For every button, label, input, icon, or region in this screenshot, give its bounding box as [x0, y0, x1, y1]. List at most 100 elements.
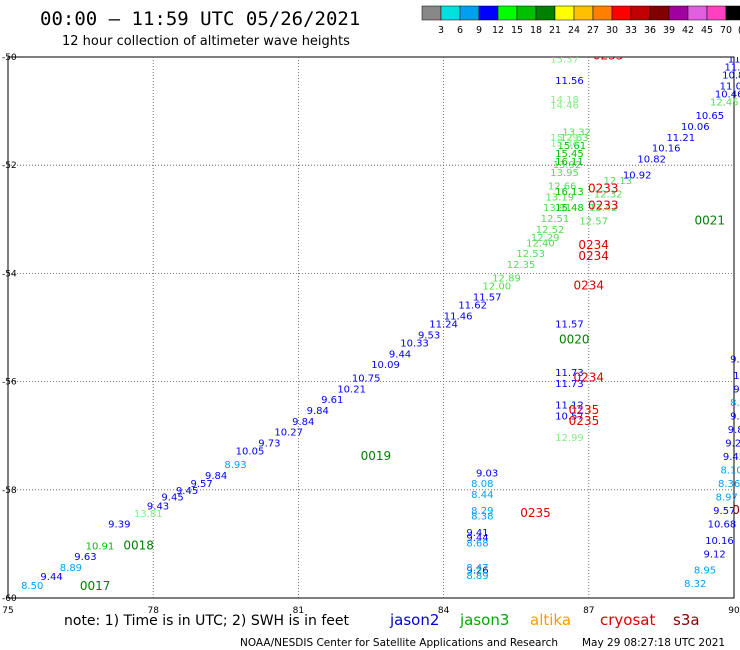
wave-height-label: 11.46 — [444, 311, 473, 322]
wave-height-label: 11.73 — [555, 368, 584, 379]
colorbar-label: 18 — [530, 25, 542, 36]
wave-height-label: 11.62 — [458, 301, 487, 312]
wave-height-label: 12.45 — [710, 98, 739, 109]
wave-height-label: 13.92 — [553, 160, 582, 171]
wave-height-label: 8.44 — [471, 490, 493, 501]
wave-height-label: 8.95 — [694, 566, 716, 577]
wave-height-label: 8.93 — [224, 460, 246, 471]
pass-time-label: 0234 — [574, 279, 605, 293]
colorbar-swatch — [554, 5, 575, 21]
wave-height-label: 13.91 — [543, 203, 572, 214]
colorbar-swatch — [668, 5, 689, 21]
wave-height-label: 13.39 — [550, 38, 579, 49]
wave-height-label: 10.06 — [681, 122, 710, 133]
wave-height-label: 8.36 — [718, 479, 740, 490]
pass-time-label: 0235 — [569, 414, 600, 428]
wave-height-label: 8.50 — [21, 581, 43, 592]
wave-height-label: 12.29 — [531, 233, 560, 244]
plot-frame — [7, 56, 735, 599]
wave-height-label: 10.85 — [722, 71, 740, 82]
pass-time-label: 0234 — [574, 371, 605, 385]
colorbar-swatch — [592, 5, 613, 21]
pass-time-label: 0235 — [569, 403, 600, 417]
wave-height-label: 9.26 — [466, 566, 488, 577]
wave-height-label: 13.32 — [562, 127, 591, 138]
wave-height-label: 12.63 — [560, 133, 589, 144]
wave-height-label: 8.29 — [471, 506, 493, 517]
wave-height-label: 15.29 — [550, 133, 579, 144]
wave-height-label: 8.47 — [466, 563, 488, 574]
colorbar-label: 9 — [476, 25, 482, 36]
colorbar-label: 21 — [549, 25, 561, 36]
wave-height-label: 13.42 — [589, 203, 618, 214]
wave-height-label: 11.56 — [555, 76, 584, 87]
wave-height-label: 9.84 — [292, 417, 314, 428]
wave-height-label: 9.41 — [466, 528, 488, 539]
wave-height-label: 11.73 — [555, 379, 584, 390]
wave-height-label: 10.46 — [715, 90, 740, 101]
footer-note: note: 1) Time is in UTC; 2) SWH is in fe… — [64, 613, 350, 629]
wave-height-label: 13.19 — [545, 192, 574, 203]
wave-height-label: 9.57 — [190, 479, 212, 490]
wave-height-label: 12.32 — [594, 190, 623, 201]
wave-height-label: 10.57 — [555, 411, 584, 422]
pass-time-label: 0017 — [80, 579, 111, 593]
wave-height-label: 16.11 — [555, 157, 584, 168]
satellite-legend: jason2 jason3 altika cryosat s3a — [389, 611, 700, 629]
wave-height-label: 14.46 — [550, 100, 579, 111]
wave-height-label: 9.12 — [704, 549, 726, 560]
wave-height-label: 9.43 — [147, 501, 169, 512]
y-tick-label: -58 — [2, 486, 17, 496]
wave-height-label: 13.81 — [134, 509, 163, 520]
wave-height-label: 9.61 — [321, 395, 343, 406]
wave-height-label: 11.57 — [555, 320, 584, 331]
colorbar-swatch — [478, 5, 499, 21]
wave-height-label: 9.98 — [730, 411, 740, 422]
wave-height-label: 8.38 — [471, 512, 493, 523]
wave-height-label: 8.32 — [684, 579, 706, 590]
y-tick-label: -54 — [2, 269, 17, 279]
wave-height-label: 8.89 — [466, 571, 488, 582]
pass-time-label: 0235 — [520, 506, 551, 520]
wave-height-label: 15.61 — [558, 141, 587, 152]
colorbar-label: 36 — [644, 25, 656, 36]
colorbar-label: 45 — [701, 25, 713, 36]
pass-time-label: 030 — [732, 503, 740, 517]
wave-height-label: 11.8 — [728, 54, 740, 65]
wave-height-label: 13.95 — [550, 168, 579, 179]
wave-height-label: 10.75 — [352, 374, 381, 385]
colorbar-label: 6 — [457, 25, 463, 36]
colorbar-label: 15 — [511, 25, 523, 36]
wave-height-label: 9.57 — [713, 506, 735, 517]
wave-height-label: 9.84 — [205, 471, 227, 482]
legend-cryosat: cryosat — [600, 611, 655, 629]
wave-height-label: 8.10 — [720, 466, 740, 477]
wave-height-label: 13.37 — [550, 54, 579, 65]
wave-height-label: 12.51 — [541, 214, 570, 225]
wave-height-label: 8.68 — [466, 539, 488, 550]
wave-height-label: 10.21 — [337, 384, 366, 395]
wave-height-label: 12.00 — [483, 282, 512, 293]
wave-height-label: 10.91 — [86, 541, 115, 552]
wave-height-label: 9.39 — [108, 520, 130, 531]
colorbar-label: 70 — [720, 25, 732, 36]
colorbar-label: 3 — [438, 25, 444, 36]
wave-height-label: 11.40 — [725, 63, 740, 74]
pass-time-label: 0018 — [123, 538, 154, 552]
wave-height-label: 14.18 — [550, 95, 579, 106]
wave-height-label: 12.57 — [579, 217, 608, 228]
wave-height-label: 9.03 — [476, 468, 498, 479]
colorbar-swatch — [440, 5, 461, 21]
x-tick-label: 90 — [728, 606, 740, 616]
wave-height-label: 11.12 — [555, 401, 584, 412]
y-tick-label: -56 — [2, 378, 17, 388]
y-tick-label: -50 — [2, 53, 17, 63]
wave-height-label: 15.48 — [555, 203, 584, 214]
wave-height-label: 13.22 — [553, 46, 582, 57]
wave-height-label: 10.68 — [708, 520, 737, 531]
colorbar-swatch — [535, 5, 556, 21]
wave-height-label: 10.82 — [637, 154, 666, 165]
wave-height-label: 10. — [733, 371, 740, 382]
